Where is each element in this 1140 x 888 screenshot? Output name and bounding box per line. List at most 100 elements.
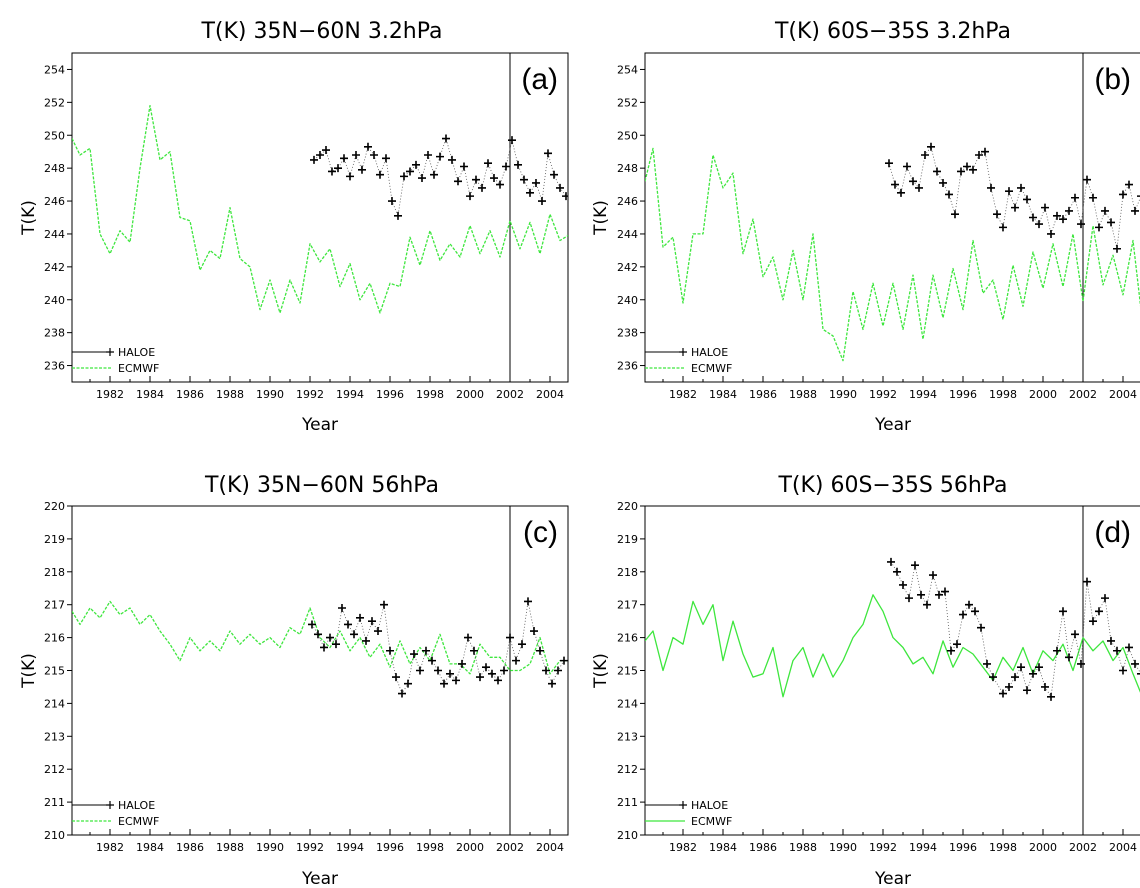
x-tick-label: 2004 <box>536 388 564 401</box>
chart-title: T(K) 60S−35S 3.2hPa <box>774 19 1011 44</box>
haloe-point <box>514 160 522 169</box>
haloe-point <box>340 154 348 163</box>
haloe-point <box>999 223 1007 232</box>
panel-label: (a) <box>521 63 558 96</box>
y-tick-label: 220 <box>44 500 65 513</box>
y-tick-label: 211 <box>617 796 638 809</box>
legend-ecmwf-label: ECMWF <box>691 362 732 375</box>
y-tick-label: 215 <box>617 665 638 678</box>
haloe-point <box>917 590 925 599</box>
legend-haloe-marker <box>106 801 114 809</box>
haloe-point <box>1119 190 1127 199</box>
chart-panel-2: T(K) 60S−35S 3.2hPa 236 238 240 242 244 246 248… <box>591 19 1140 435</box>
y-tick-label: 217 <box>44 599 65 612</box>
haloe-point <box>977 623 985 632</box>
y-axis-label: T(K) <box>591 200 611 236</box>
haloe-point <box>416 666 424 675</box>
y-tick-label: 238 <box>617 327 638 340</box>
panel-label: (b) <box>1094 63 1131 96</box>
x-tick-label: 1994 <box>909 388 937 401</box>
haloe-connector <box>313 137 567 218</box>
y-tick-label: 246 <box>617 195 638 208</box>
y-tick-label: 252 <box>617 96 638 109</box>
haloe-point <box>915 183 923 192</box>
y-axis-label: T(K) <box>19 200 39 236</box>
haloe-point <box>490 174 498 183</box>
haloe-point <box>1125 643 1133 652</box>
haloe-point <box>458 659 466 668</box>
haloe-point <box>410 650 418 659</box>
x-tick-label: 1988 <box>216 841 244 854</box>
haloe-point <box>406 167 414 176</box>
haloe-point <box>1107 218 1115 227</box>
y-tick-label: 218 <box>617 566 638 579</box>
y-tick-label: 252 <box>44 96 65 109</box>
haloe-point <box>1071 630 1079 639</box>
haloe-point <box>885 159 893 168</box>
haloe-point <box>562 192 568 201</box>
plot-area <box>72 597 568 698</box>
x-tick-label: 1986 <box>176 841 204 854</box>
haloe-point <box>424 150 432 159</box>
haloe-point <box>999 689 1007 698</box>
x-tick-label: 2004 <box>1109 841 1137 854</box>
haloe-point <box>356 613 364 622</box>
haloe-point <box>412 160 420 169</box>
haloe-connector <box>888 145 1140 249</box>
y-tick-label: 210 <box>44 829 65 842</box>
haloe-point <box>322 146 330 155</box>
x-tick-label: 1982 <box>96 841 124 854</box>
haloe-connector <box>311 601 565 695</box>
x-tick-label: 1998 <box>416 388 444 401</box>
haloe-point <box>328 167 336 176</box>
haloe-point <box>446 669 454 678</box>
x-tick-label: 1992 <box>296 388 324 401</box>
haloe-point <box>1095 607 1103 616</box>
y-tick-label: 246 <box>44 195 65 208</box>
haloe-point <box>1119 666 1127 675</box>
haloe-point <box>911 561 919 570</box>
haloe-point <box>452 676 460 685</box>
y-tick-label: 248 <box>617 162 638 175</box>
y-tick-label: 250 <box>44 129 65 142</box>
haloe-point <box>1011 203 1019 212</box>
haloe-point <box>556 183 564 192</box>
x-tick-label: 1984 <box>136 388 164 401</box>
haloe-point <box>352 150 360 159</box>
plot-frame <box>71 505 569 836</box>
chart-title: T(K) 60S−35S 56hPa <box>777 473 1007 498</box>
haloe-point <box>1101 206 1109 215</box>
haloe-point <box>488 669 496 678</box>
y-tick-label: 216 <box>617 632 638 645</box>
haloe-point <box>404 679 412 688</box>
haloe-point <box>436 152 444 161</box>
haloe-point <box>1005 682 1013 691</box>
haloe-point <box>370 150 378 159</box>
legend-ecmwf-label: ECMWF <box>691 815 732 828</box>
haloe-point <box>518 640 526 649</box>
legend-haloe-label: HALOE <box>118 799 155 812</box>
haloe-point <box>1065 653 1073 662</box>
x-tick-label: 2002 <box>1069 388 1097 401</box>
haloe-point <box>398 689 406 698</box>
haloe-point <box>430 170 438 179</box>
haloe-point <box>386 646 394 655</box>
legend-haloe-marker <box>106 348 114 356</box>
y-tick-label: 244 <box>617 228 638 241</box>
haloe-point <box>1107 636 1115 645</box>
x-tick-label: 1986 <box>749 388 777 401</box>
haloe-point <box>388 197 396 206</box>
haloe-point <box>320 643 328 652</box>
haloe-point <box>544 149 552 158</box>
y-tick-label: 250 <box>617 129 638 142</box>
haloe-point <box>1023 195 1031 204</box>
x-tick-label: 1990 <box>829 841 857 854</box>
y-tick-label: 219 <box>617 533 638 546</box>
haloe-point <box>891 180 899 189</box>
chart-panel-1: T(K) 35N−60N 3.2hPa 236 238 240 242 244 246 248… <box>19 19 569 435</box>
haloe-point <box>344 620 352 629</box>
haloe-point <box>941 587 949 596</box>
haloe-point <box>923 600 931 609</box>
x-tick-label: 1990 <box>829 388 857 401</box>
haloe-point <box>899 580 907 589</box>
